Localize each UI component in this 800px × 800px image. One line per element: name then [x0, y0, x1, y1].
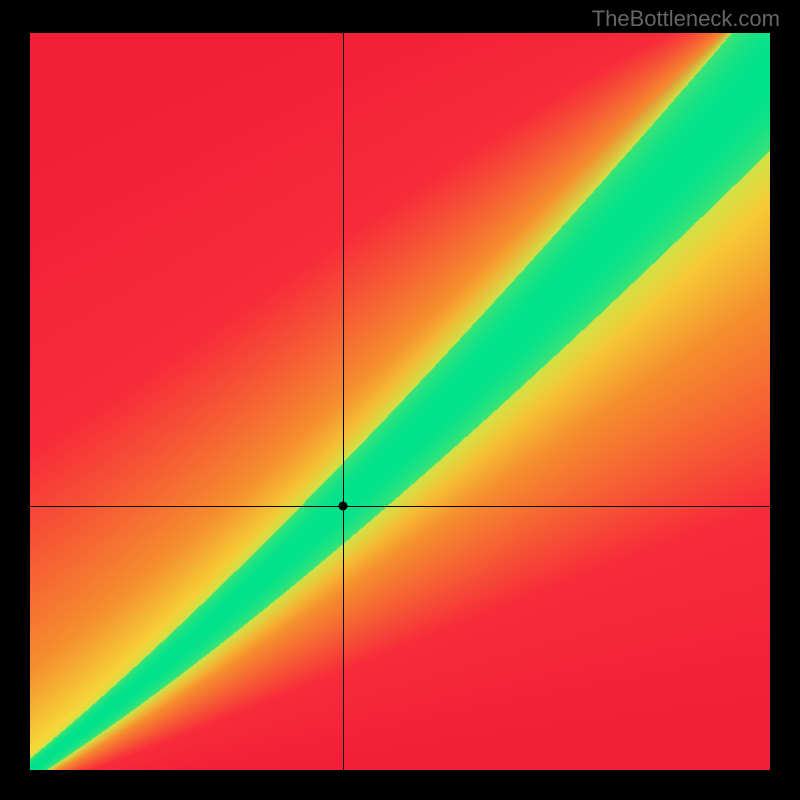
chart-container: TheBottleneck.com: [0, 0, 800, 800]
heatmap-canvas: [30, 33, 770, 770]
heatmap-plot: [30, 33, 770, 770]
crosshair-horizontal: [30, 506, 770, 507]
watermark-text: TheBottleneck.com: [592, 6, 780, 32]
crosshair-vertical: [343, 33, 344, 770]
marker-dot: [339, 502, 348, 511]
